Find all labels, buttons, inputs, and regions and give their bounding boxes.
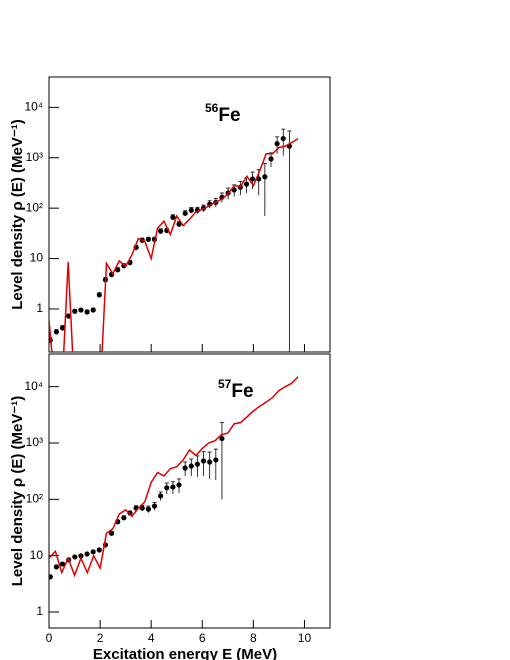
data-point [170,214,176,220]
data-point [274,141,280,147]
x-tick-label: 4 [148,631,155,645]
y-tick-label: 10⁴ [24,100,43,114]
data-point [176,482,182,488]
data-point [188,463,194,469]
data-point [66,313,72,319]
model-line [49,376,299,578]
data-point [72,308,78,314]
data-point [145,236,151,242]
data-point [78,307,84,313]
data-point [182,210,188,216]
y-tick-label: 1 [36,604,43,618]
data-point [90,549,96,555]
data-point [49,574,53,580]
annotation-element: Fe [231,381,253,402]
annotation-mass: 57 [218,377,232,391]
x-tick-label: 10 [298,631,312,645]
data-point [243,181,250,187]
data-point [53,329,60,335]
data-point [59,325,66,331]
x-tick-label: 6 [199,631,206,645]
data-point [151,503,158,509]
annotation: 57Fe [218,377,254,402]
data-point [268,156,274,162]
y-tick-label: 10 [30,548,44,562]
data-point [213,457,219,463]
data-point [194,461,201,467]
data-point [188,207,194,213]
y-tick-label: 10³ [26,150,43,164]
annotation-mass: 56 [205,101,219,115]
data-point [59,561,66,567]
data-point [158,493,164,499]
data-point [115,267,121,273]
y-tick-label: 10² [26,200,43,214]
frame [48,76,331,353]
data-point [72,554,78,560]
x-tick-label: 2 [97,631,104,645]
data-point [262,174,268,180]
panel: 1 10 10² 10³ 10⁴ Level density ρ (E) (MeV⁻¹) 5… [9,76,331,353]
y-tick-label: 10³ [26,435,43,449]
data-point [121,515,127,521]
data-point [200,458,207,464]
data-point [127,510,133,516]
data-point [207,459,213,465]
data-point [249,176,256,182]
data-point [170,484,176,490]
plot-area [49,376,299,580]
data-point [145,506,151,512]
data-point [84,309,90,315]
y-tick-label: 10⁴ [24,379,43,393]
plot-area [49,128,299,352]
data-point [182,465,188,471]
y-tick-label: 10 [30,251,44,265]
data-point [231,187,237,193]
model-line [49,137,299,352]
x-axis-label: Excitation energy E (MeV) [93,646,277,660]
y-tick-label: 10² [26,492,43,506]
data-point [139,505,145,511]
data-point [164,485,170,491]
panel: 1 10 10² 10³ 10⁴ 0 2 4 6 8 10 Level density ρ (E) (… [9,353,331,660]
data-point [84,551,90,557]
data-point [108,530,115,536]
data-point [78,553,84,559]
data-point [96,547,102,553]
frame [48,353,331,629]
data-point [158,228,164,234]
data-point [90,307,96,313]
data-point [176,221,182,227]
data-point [280,135,286,142]
y-axis-label: Level density ρ (E) (MeV⁻¹) [9,119,26,310]
y-tick-label: 1 [36,301,43,315]
annotation-element: Fe [218,105,240,126]
annotation: 56Fe [205,101,241,126]
data-point [53,564,60,570]
data-point [219,435,225,442]
x-tick-label: 8 [250,631,257,645]
y-axis-label: Level density ρ (E) (MeV⁻¹) [9,396,26,587]
data-point [96,292,102,298]
x-tick-label: 0 [46,631,53,645]
